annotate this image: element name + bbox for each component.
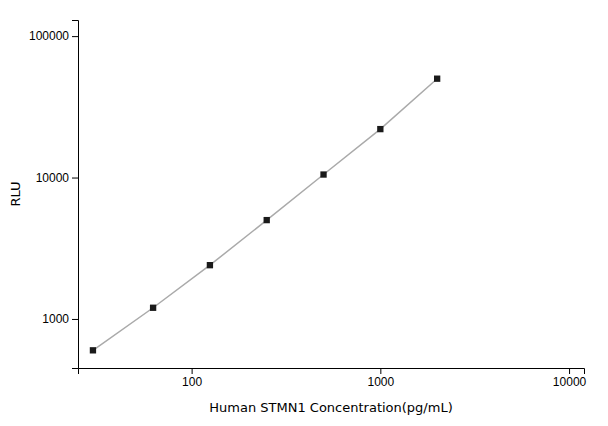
y-tick-mark (72, 36, 78, 37)
data-point (377, 126, 383, 132)
x-tick-label: 10000 (553, 375, 587, 389)
data-point (207, 262, 213, 268)
x-tick-label: 100 (182, 375, 202, 389)
x-axis-label: Human STMN1 Concentration(pg/mL) (209, 400, 452, 415)
y-axis-line (72, 21, 79, 369)
y-axis-label: RLU (8, 181, 23, 206)
x-tick-label: 1000 (367, 375, 394, 389)
x-tick: 1000 (367, 368, 394, 389)
x-tick-mark (380, 368, 381, 374)
data-point (90, 347, 96, 353)
y-tick-label: 1000 (42, 312, 69, 326)
y-tick: 100000 (29, 29, 78, 43)
plot-area: 100 1000 10000 1000 10000 100000 (29, 21, 587, 389)
y-tick: 10000 (36, 171, 78, 185)
x-tick-mark (569, 368, 570, 374)
x-tick: 10000 (553, 368, 587, 389)
chart: 100 1000 10000 1000 10000 100000 Human STMN1 C… (0, 0, 608, 426)
data-point (264, 217, 270, 223)
data-point (434, 76, 440, 82)
x-tick-mark (192, 368, 193, 374)
data-point (320, 171, 326, 177)
y-tick-mark (72, 178, 78, 179)
x-axis: 100 1000 10000 (79, 368, 587, 389)
data-layer (90, 76, 441, 354)
x-axis-line (79, 369, 585, 375)
data-point (150, 305, 156, 311)
y-tick-label: 100000 (29, 29, 69, 43)
y-tick-mark (72, 319, 78, 320)
data-line (93, 79, 437, 351)
x-tick: 100 (182, 368, 202, 389)
y-tick: 1000 (42, 312, 78, 326)
y-tick-label: 10000 (36, 171, 70, 185)
y-axis: 1000 10000 100000 (29, 21, 79, 369)
